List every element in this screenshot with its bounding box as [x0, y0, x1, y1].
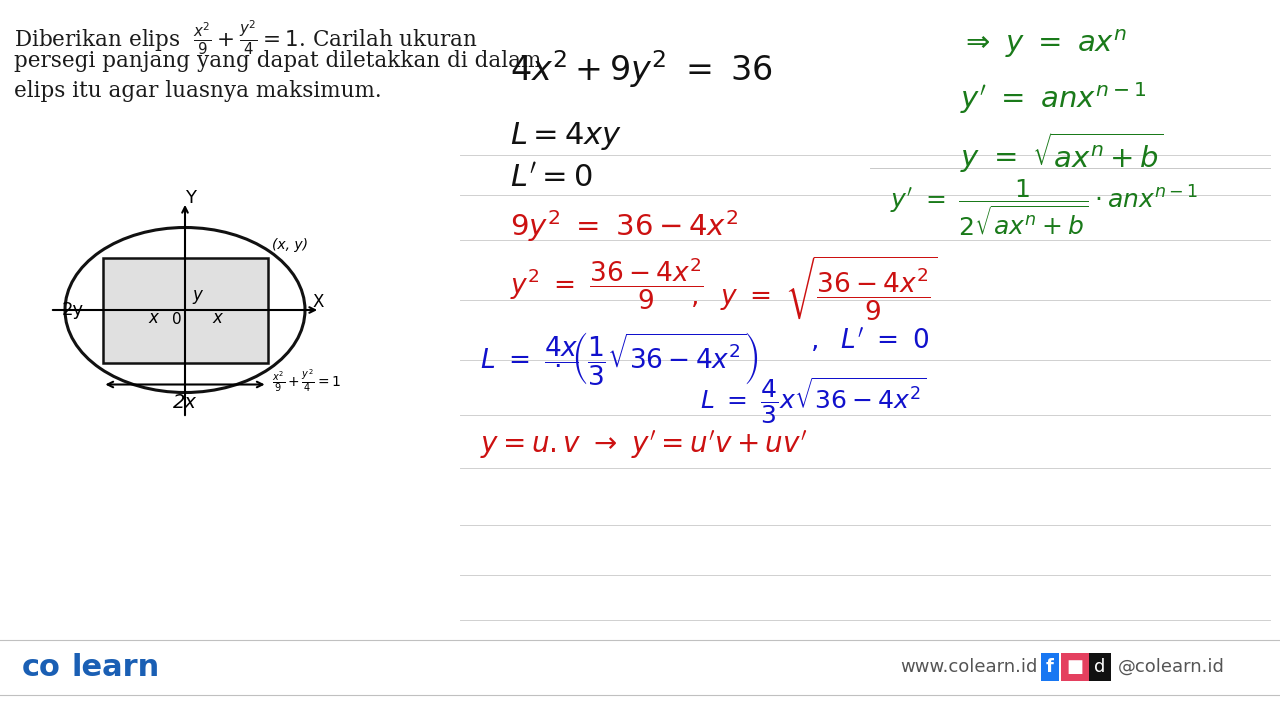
Text: Y: Y: [186, 189, 197, 207]
Text: $y' \ = \ \dfrac{1}{2\sqrt{ax^n+b}} \cdot anx^{n-1}$: $y' \ = \ \dfrac{1}{2\sqrt{ax^n+b}} \cdo…: [890, 178, 1198, 238]
Text: d: d: [1094, 658, 1106, 676]
Text: $4x^2 + 9y^2 \ = \ 36$: $4x^2 + 9y^2 \ = \ 36$: [509, 48, 773, 90]
Text: learn: learn: [72, 652, 160, 682]
Text: elips itu agar luasnya maksimum.: elips itu agar luasnya maksimum.: [14, 80, 381, 102]
Text: y: y: [192, 286, 202, 304]
Text: $,\ \ L' \ = \ 0$: $,\ \ L' \ = \ 0$: [810, 325, 929, 354]
Text: @colearn.id: @colearn.id: [1117, 658, 1225, 676]
Text: $y' \ = \ anx^{n-1}$: $y' \ = \ anx^{n-1}$: [960, 80, 1146, 116]
Text: $y^2 \ = \ \dfrac{36 - 4x^2}{9}$: $y^2 \ = \ \dfrac{36 - 4x^2}{9}$: [509, 255, 704, 312]
Text: Diberikan elips  $\frac{x^2}{9} + \frac{y^2}{4} = 1$. Carilah ukuran: Diberikan elips $\frac{x^2}{9} + \frac{y…: [14, 18, 477, 57]
Text: $L' = 0$: $L' = 0$: [509, 162, 593, 193]
Text: X: X: [312, 293, 324, 311]
Text: $L \ = \ \dfrac{4}{3} x\sqrt{36-4x^2}$: $L \ = \ \dfrac{4}{3} x\sqrt{36-4x^2}$: [700, 375, 925, 426]
Text: 2x: 2x: [173, 393, 197, 412]
Text: $\Rightarrow\ y \ = \ ax^n$: $\Rightarrow\ y \ = \ ax^n$: [960, 28, 1126, 60]
Text: $y \ = \ \sqrt{ax^n+b}$: $y \ = \ \sqrt{ax^n+b}$: [960, 130, 1164, 175]
Text: 0: 0: [173, 312, 182, 328]
Text: $\frac{x^2}{9} + \frac{y^2}{4} = 1$: $\frac{x^2}{9} + \frac{y^2}{4} = 1$: [273, 367, 342, 394]
Text: (x, y): (x, y): [273, 238, 308, 251]
Text: $9y^2 \ = \ 36 - 4x^2$: $9y^2 \ = \ 36 - 4x^2$: [509, 208, 739, 244]
Text: x: x: [212, 309, 221, 327]
Text: x: x: [148, 309, 157, 327]
Text: co: co: [22, 652, 61, 682]
Text: 2y: 2y: [61, 301, 83, 319]
Text: $L \ = \ \dfrac{4x}{.}\!\!\left(\dfrac{1}{3}\sqrt{36-4x^2}\right)$: $L \ = \ \dfrac{4x}{.}\!\!\left(\dfrac{1…: [480, 330, 759, 387]
Text: ■: ■: [1066, 658, 1083, 676]
Text: persegi panjang yang dapat diletakkan di dalam: persegi panjang yang dapat diletakkan di…: [14, 50, 541, 72]
Text: $,\ \ y \ = \ \sqrt{\dfrac{36-4x^2}{9}}$: $,\ \ y \ = \ \sqrt{\dfrac{36-4x^2}{9}}$: [690, 255, 937, 323]
Text: www.colearn.id: www.colearn.id: [900, 658, 1037, 676]
Text: $y = u.v \ \rightarrow \ y' = u'v + uv'$: $y = u.v \ \rightarrow \ y' = u'v + uv'$: [480, 428, 808, 461]
Bar: [102, 258, 268, 362]
Text: $L = 4xy$: $L = 4xy$: [509, 120, 622, 152]
Text: f: f: [1046, 658, 1053, 676]
